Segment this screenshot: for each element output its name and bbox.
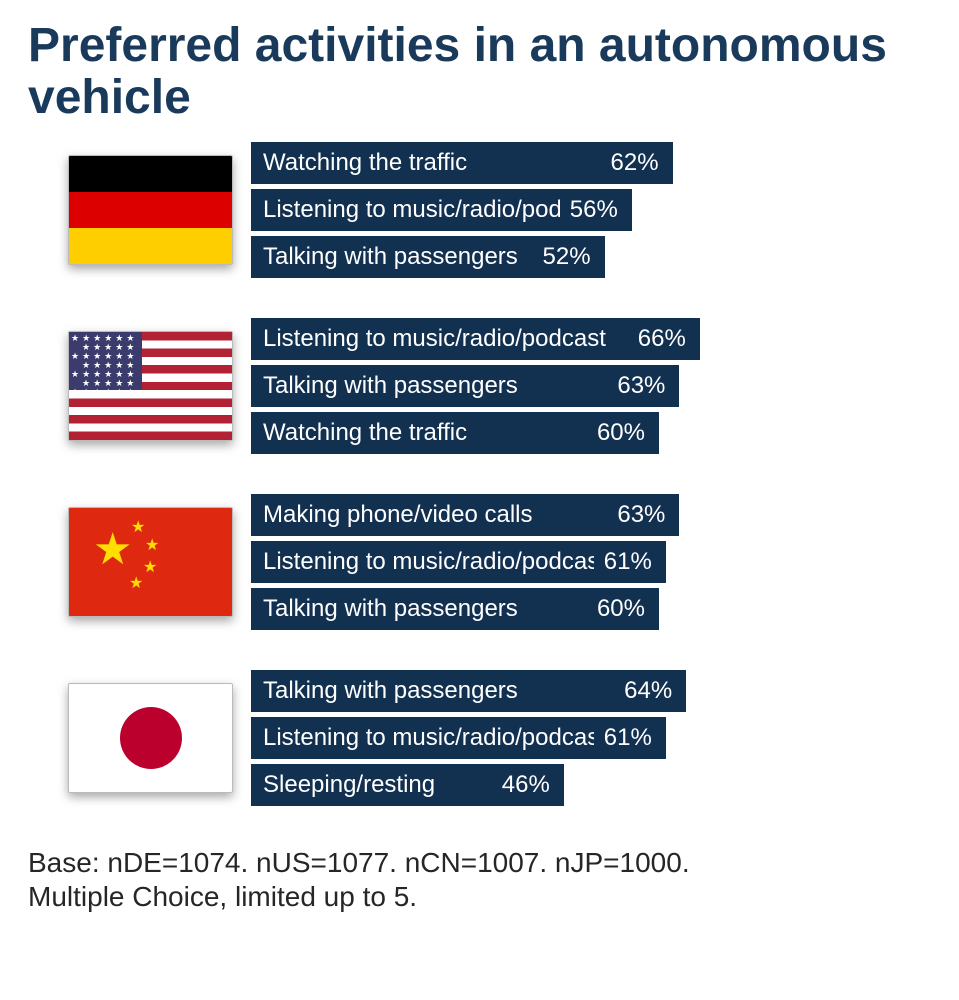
bar-label: Sleeping/resting [263,771,435,799]
chart-footer: Base: nDE=1074. nUS=1077. nCN=1007. nJP=… [28,846,931,914]
bar-label: Listening to music/radio/podcast [263,724,594,752]
bar: Watching the traffic 62% [251,142,931,184]
bar-label: Talking with passengers [263,677,518,705]
flag-de-icon [68,155,233,265]
bar-value: 60% [587,419,645,447]
footer-line-2: Multiple Choice, limited up to 5. [28,880,931,914]
bar-fill: Talking with passengers 60% [251,588,659,630]
country-block-us: ★★★★★★ ★★★★★★★★★★★ ★★★★★★★★★★★ ★★★★★★★★★… [28,318,931,454]
bar-label: Watching the traffic [263,149,467,177]
bars-cn: Making phone/video calls 63% Listening to … [251,494,931,630]
bar: Listening to music/radio/podcast61% [251,541,931,583]
bar: Listening to music/radio/podcast 66% [251,318,931,360]
bar-fill: Sleeping/resting 46% [251,764,564,806]
bar-fill: Making phone/video calls 63% [251,494,679,536]
footer-line-1: Base: nDE=1074. nUS=1077. nCN=1007. nJP=… [28,846,931,880]
countries-container: Watching the traffic 62% Listening to musi… [28,142,931,806]
bar-value: 61% [594,548,652,576]
bars-us: Listening to music/radio/podcast 66% Talki… [251,318,931,454]
bar-value: 60% [587,595,645,623]
bar: Talking with passengers 52% [251,236,931,278]
bar: Talking with passengers 60% [251,588,931,630]
bar: Listening to music/radio/podcast56% [251,189,931,231]
bar-value: 66% [628,325,686,353]
bar-value: 52% [533,243,591,271]
bar: Sleeping/resting 46% [251,764,931,806]
bar-label: Listening to music/radio/podcast [263,196,560,224]
bar-fill: Listening to music/radio/podcast56% [251,189,632,231]
bar-fill: Listening to music/radio/podcast61% [251,541,666,583]
flag-jp-icon [68,683,233,793]
bars-jp: Talking with passengers 64% Listening to m… [251,670,931,806]
bar-fill: Talking with passengers 52% [251,236,605,278]
bar-label: Talking with passengers [263,372,518,400]
bar-value: 64% [614,677,672,705]
bar-label: Listening to music/radio/podcast [263,325,606,353]
bar-fill: Watching the traffic 60% [251,412,659,454]
bar: Talking with passengers 64% [251,670,931,712]
bar-label: Talking with passengers [263,595,518,623]
flag-us-icon: ★★★★★★ ★★★★★★★★★★★ ★★★★★★★★★★★ ★★★★★★★★★… [68,331,233,441]
bar-value: 63% [607,501,665,529]
bar-fill: Listening to music/radio/podcast61% [251,717,666,759]
bar-label: Talking with passengers [263,243,518,271]
bar-fill: Watching the traffic 62% [251,142,673,184]
bars-de: Watching the traffic 62% Listening to musi… [251,142,931,278]
bar-value: 61% [594,724,652,752]
bar: Making phone/video calls 63% [251,494,931,536]
bar-fill: Listening to music/radio/podcast 66% [251,318,700,360]
flag-cn-icon: ★★★★★ [68,507,233,617]
country-block-jp: Talking with passengers 64% Listening to m… [28,670,931,806]
bar-fill: Talking with passengers 63% [251,365,679,407]
bar-value: 62% [601,149,659,177]
bar-value: 46% [492,771,550,799]
bar: Listening to music/radio/podcast61% [251,717,931,759]
bar-value: 56% [560,196,618,224]
country-block-de: Watching the traffic 62% Listening to musi… [28,142,931,278]
bar-label: Listening to music/radio/podcast [263,548,594,576]
chart-title: Preferred activities in an autonomous ve… [28,20,931,124]
country-block-cn: ★★★★★ Making phone/video calls 63% Listenin… [28,494,931,630]
bar-value: 63% [607,372,665,400]
bar-label: Making phone/video calls [263,501,533,529]
bar-label: Watching the traffic [263,419,467,447]
bar: Talking with passengers 63% [251,365,931,407]
bar: Watching the traffic 60% [251,412,931,454]
bar-fill: Talking with passengers 64% [251,670,686,712]
